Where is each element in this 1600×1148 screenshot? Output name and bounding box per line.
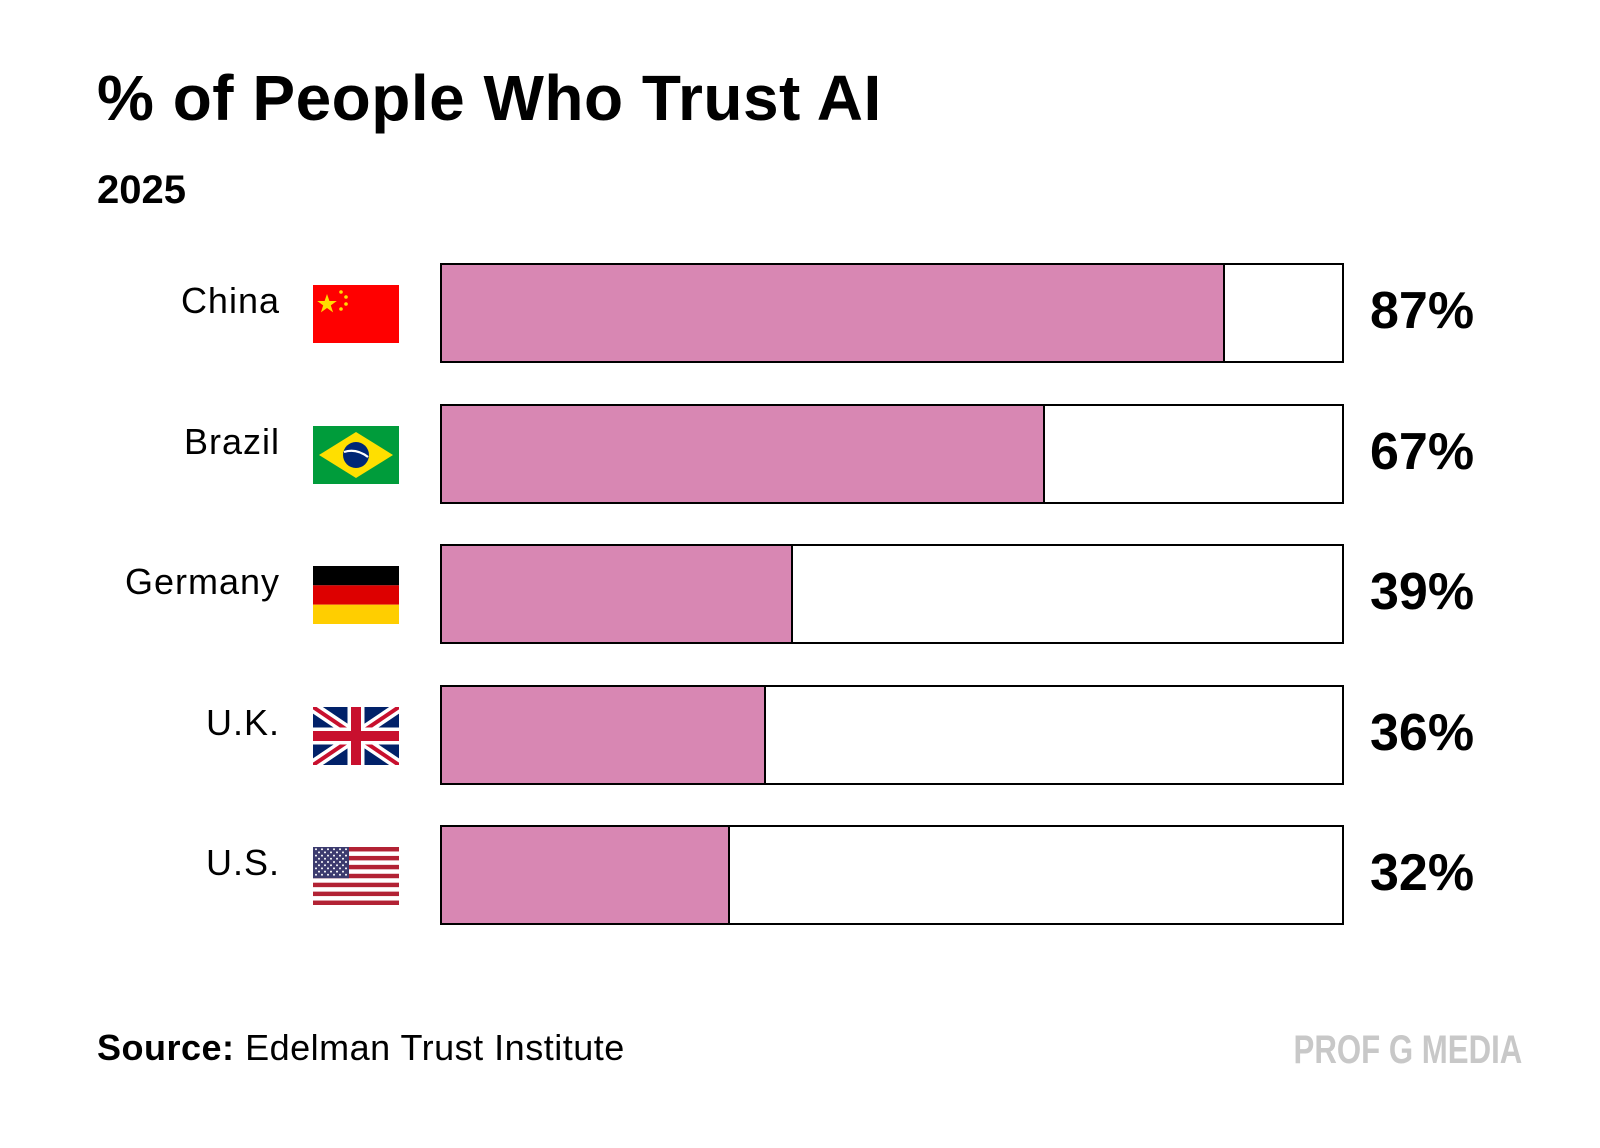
bar [442, 686, 766, 783]
us-flag-icon [313, 847, 399, 905]
bar-track [440, 263, 1344, 363]
bar-row: U.S. 32% [0, 825, 1600, 929]
category-label: Germany [124, 561, 280, 602]
data-label: 36% [1370, 703, 1475, 762]
source-note: Source: Edelman Trust Institute [97, 1030, 625, 1066]
brand-watermark: PROF G MEDIA [1293, 1028, 1522, 1072]
bar [442, 265, 1225, 361]
bar-row: Brazil 67% [0, 403, 1600, 508]
bar [442, 827, 730, 923]
data-label: 87% [1370, 282, 1475, 340]
category-label: U.S. [205, 842, 280, 883]
category-label: U.K. [205, 701, 280, 743]
bar-track [440, 403, 1344, 504]
data-label: 67% [1370, 422, 1475, 481]
uk-flag-icon [313, 706, 399, 765]
data-label: 39% [1370, 563, 1475, 621]
brazil-flag-icon [313, 425, 399, 484]
germany-flag-icon [313, 566, 399, 624]
chart-subtitle: 2025 [97, 168, 186, 212]
bar [442, 546, 793, 642]
bar-row: Germany 39% [0, 544, 1600, 648]
bar-row: U.K. 36% [0, 684, 1600, 789]
source-label: Source: [97, 1027, 235, 1068]
source-text: Edelman Trust Institute [245, 1027, 625, 1068]
bar [442, 405, 1045, 502]
chart-title: % of People Who Trust AI [97, 62, 882, 134]
category-label: China [180, 280, 280, 321]
bar-track [440, 684, 1344, 785]
data-label: 32% [1370, 844, 1475, 902]
bar-track [440, 544, 1344, 644]
china-flag-icon [313, 285, 399, 343]
bar-track [440, 825, 1344, 925]
bar-row: China 87% [0, 263, 1600, 367]
category-label: Brazil [183, 420, 280, 462]
